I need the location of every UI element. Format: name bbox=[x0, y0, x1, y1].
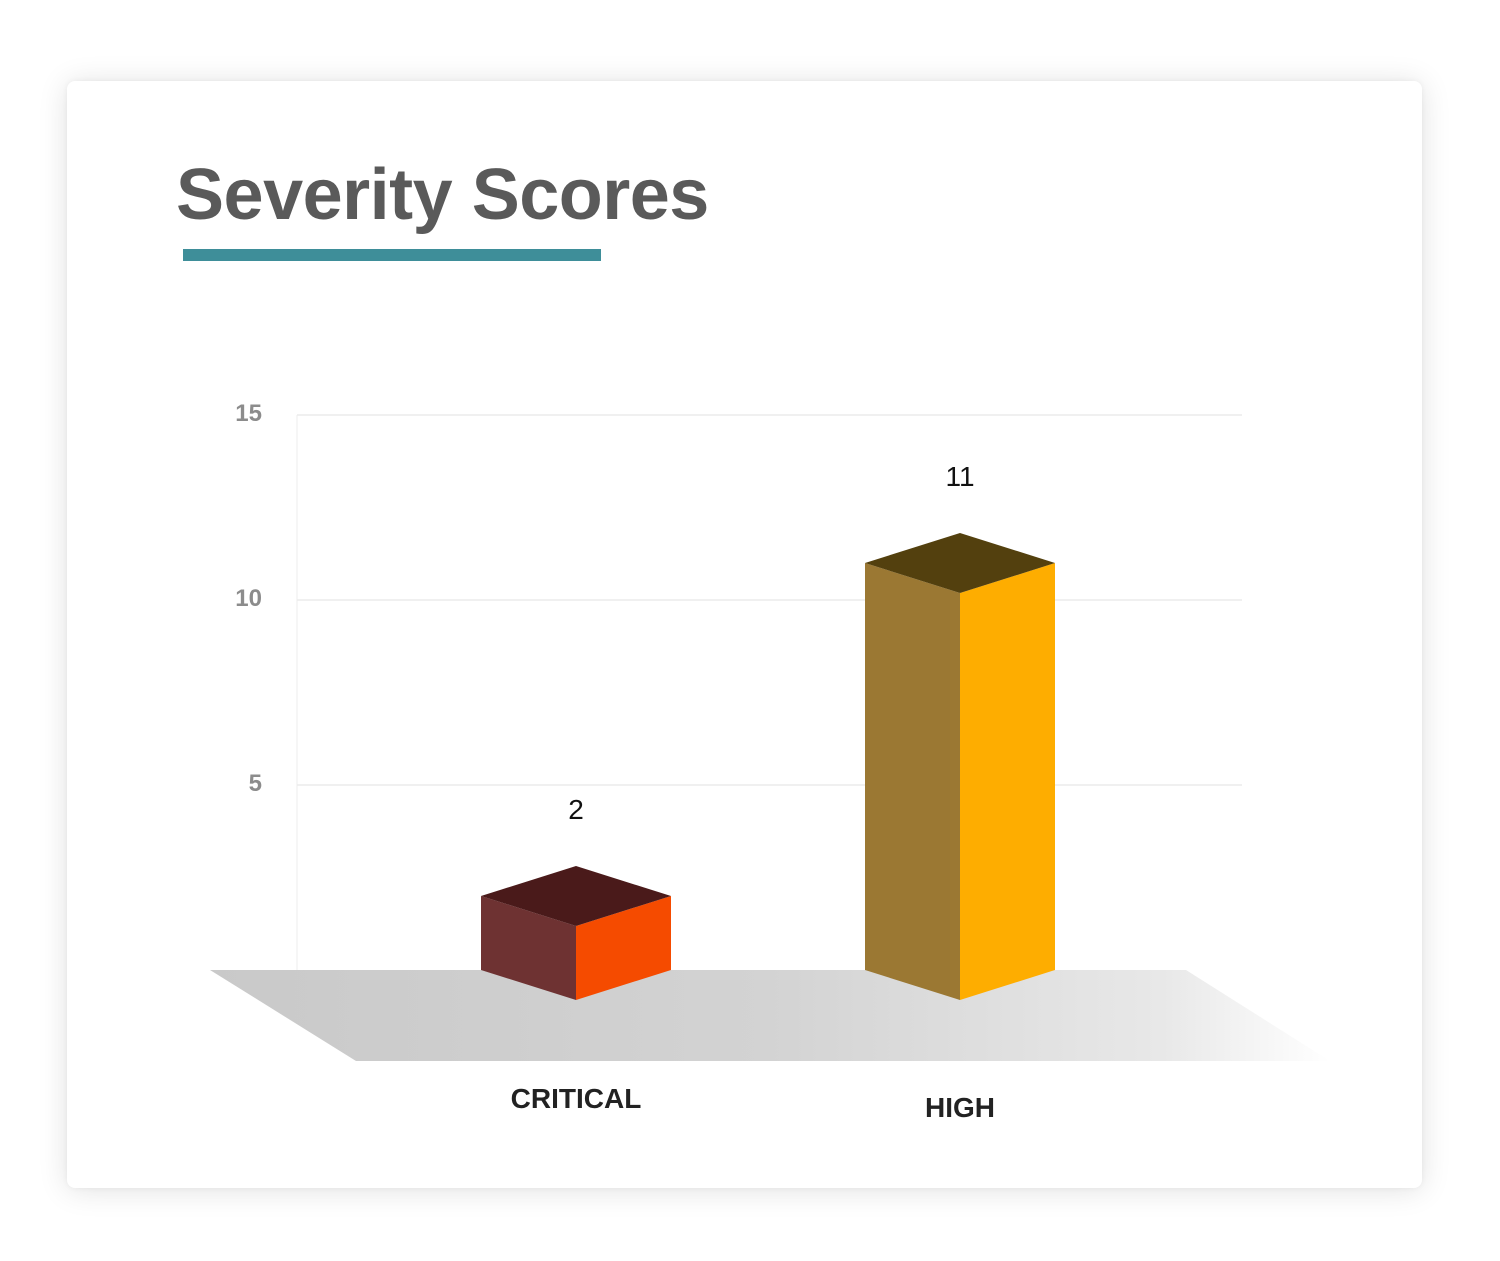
bars-layer bbox=[481, 533, 1055, 1000]
bar-high bbox=[865, 533, 1055, 1000]
x-tick-label: HIGH bbox=[925, 1092, 995, 1123]
chart-floor bbox=[210, 970, 1330, 1061]
bar-side-face bbox=[481, 896, 576, 1000]
data-label: 2 bbox=[568, 794, 584, 825]
grid-layer: 5 10 15 bbox=[235, 400, 1242, 1005]
y-tick-label: 15 bbox=[235, 400, 262, 427]
data-label: 11 bbox=[945, 461, 974, 492]
bar-front-face bbox=[576, 896, 671, 1000]
labels-layer: 2 CRITICAL 11 HIGH bbox=[511, 461, 995, 1123]
bar-side-face bbox=[865, 563, 960, 1000]
chart-title: Severity Scores bbox=[176, 155, 709, 235]
title-underline bbox=[183, 249, 601, 261]
bar-top-face bbox=[865, 533, 1055, 593]
x-tick-label: CRITICAL bbox=[511, 1083, 642, 1114]
bar-front-face bbox=[960, 563, 1055, 1000]
y-tick-label: 5 bbox=[249, 770, 262, 797]
y-tick-label: 10 bbox=[235, 585, 262, 612]
bar-top-face bbox=[481, 866, 671, 926]
bar-critical bbox=[481, 866, 671, 1000]
floor-layer bbox=[210, 970, 1330, 1061]
